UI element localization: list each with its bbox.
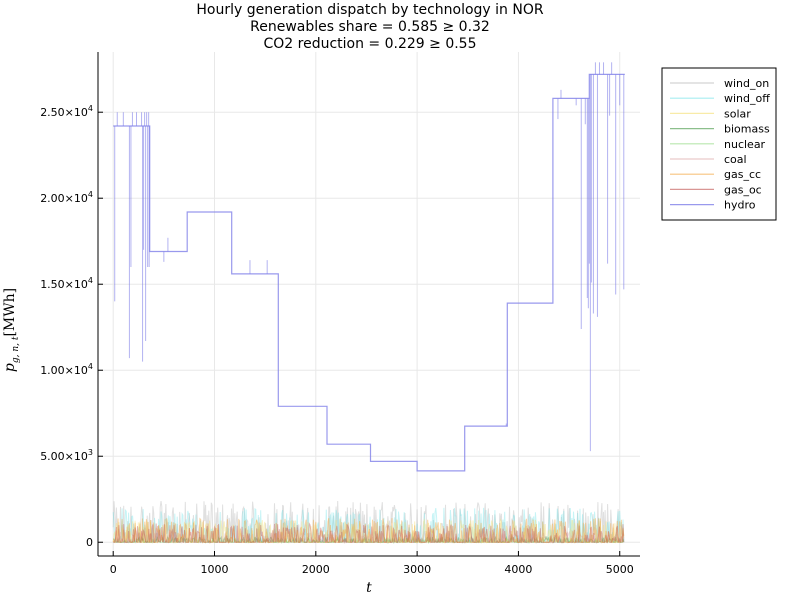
- x-tick-label: 1000: [201, 563, 229, 576]
- legend-label-coal: coal: [724, 153, 747, 166]
- y-axis-label: pg, n, t[MWh]: [2, 288, 21, 372]
- x-tick-label: 3000: [403, 563, 431, 576]
- y-tick-label: 1.00×104: [40, 362, 93, 377]
- series-line-solar: [112, 518, 625, 545]
- y-axis-label-unit: [MWh]: [2, 288, 18, 337]
- x-tick-label: 0: [110, 563, 117, 576]
- series-line-nuclear: [113, 536, 625, 545]
- legend-label-gas_cc: gas_cc: [724, 168, 761, 181]
- series-line-biomass: [112, 535, 625, 545]
- series-line-gas_oc: [113, 522, 625, 545]
- chart-title-line-1: Hourly generation dispatch by technology…: [196, 2, 543, 18]
- chart-title-line-2: Renewables share = 0.585 ≥ 0.32: [250, 19, 490, 35]
- y-tick-label: 1.50×104: [40, 276, 93, 291]
- series-line-coal: [112, 530, 625, 545]
- y-tick-label: 5.00×103: [40, 448, 93, 463]
- x-tick-label: 5000: [606, 563, 634, 576]
- y-tick-label: 2.00×104: [40, 190, 93, 205]
- legend-label-solar: solar: [724, 107, 751, 120]
- axes: 0 1000 2000 3000 4000 5000 0 5.00×103 1.00×104 1.…: [40, 52, 640, 576]
- y-axis-label-sub: g, n, t: [11, 336, 21, 363]
- series-line-wind_off: [112, 507, 625, 544]
- grid: [98, 52, 640, 556]
- series-line-hydro: [113, 73, 625, 472]
- legend-label-hydro: hydro: [724, 199, 756, 212]
- plot-area: [112, 62, 625, 545]
- legend-label-wind_off: wind_off: [724, 92, 770, 105]
- series-line-wind_on: [112, 500, 625, 544]
- y-tick-label: 2.50×104: [40, 104, 93, 119]
- series-line-gas_cc: [112, 517, 625, 545]
- chart-title-line-3: CO2 reduction = 0.229 ≥ 0.55: [263, 36, 476, 52]
- legend-label-wind_on: wind_on: [724, 77, 769, 90]
- y-axis-label-main: p: [2, 363, 18, 372]
- x-axis-label: t: [366, 580, 372, 596]
- legend-label-nuclear: nuclear: [724, 138, 766, 151]
- y-tick-label: 0: [86, 536, 93, 549]
- legend-label-biomass: biomass: [724, 123, 770, 136]
- x-tick-label: 2000: [302, 563, 330, 576]
- legend-label-gas_oc: gas_oc: [724, 183, 762, 196]
- x-tick-label: 4000: [504, 563, 532, 576]
